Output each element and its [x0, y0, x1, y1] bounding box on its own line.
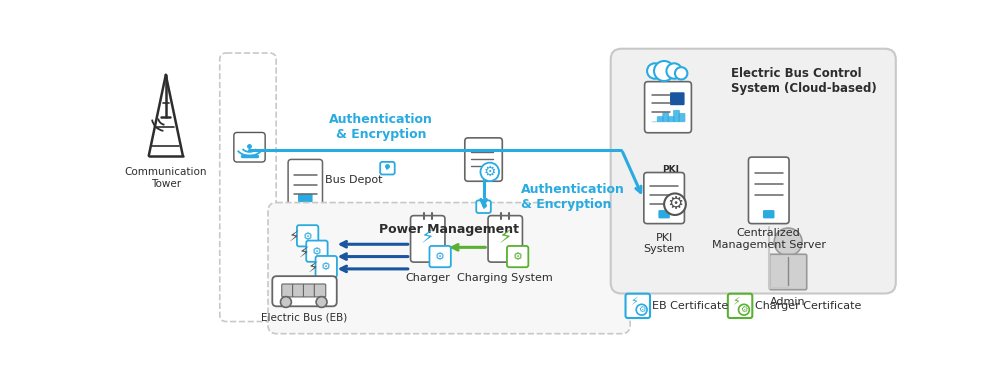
Circle shape [666, 63, 681, 79]
Circle shape [480, 163, 498, 181]
Text: Centralized
Management Server: Centralized Management Server [711, 228, 824, 250]
Text: Authentication
& Encryption: Authentication & Encryption [329, 113, 432, 141]
FancyBboxPatch shape [475, 200, 490, 213]
Text: ⚡: ⚡ [298, 244, 309, 260]
Circle shape [280, 297, 291, 307]
FancyBboxPatch shape [234, 133, 265, 162]
Text: Power Management: Power Management [378, 223, 519, 236]
Text: PKI
System: PKI System [643, 233, 684, 254]
FancyBboxPatch shape [272, 276, 336, 306]
FancyBboxPatch shape [762, 210, 773, 218]
Circle shape [773, 228, 801, 256]
FancyBboxPatch shape [292, 284, 304, 297]
FancyBboxPatch shape [667, 116, 674, 122]
FancyBboxPatch shape [306, 241, 327, 262]
Circle shape [653, 61, 674, 81]
Text: Authentication
& Encryption: Authentication & Encryption [521, 183, 624, 211]
Text: Charging System: Charging System [457, 273, 553, 283]
Circle shape [646, 63, 662, 79]
Circle shape [316, 297, 327, 307]
Text: Communication
Tower: Communication Tower [124, 167, 207, 189]
Text: ⚙: ⚙ [302, 231, 312, 242]
Text: ⚡: ⚡ [497, 229, 512, 248]
FancyBboxPatch shape [658, 210, 669, 218]
FancyBboxPatch shape [429, 246, 450, 267]
Text: ⚡: ⚡ [289, 229, 300, 244]
Text: ⚙: ⚙ [513, 252, 523, 261]
Circle shape [674, 67, 687, 79]
Text: ⚙: ⚙ [321, 262, 331, 272]
Text: ⚡: ⚡ [731, 297, 739, 307]
Circle shape [663, 193, 685, 215]
Text: ⚡: ⚡ [307, 260, 318, 275]
Text: PKI: PKI [662, 165, 679, 174]
FancyBboxPatch shape [507, 246, 528, 267]
Text: Charger: Charger [405, 273, 449, 283]
FancyBboxPatch shape [610, 49, 895, 293]
FancyBboxPatch shape [314, 284, 325, 297]
Text: ⚙: ⚙ [434, 252, 444, 261]
FancyBboxPatch shape [464, 138, 502, 181]
Text: Bus Depot: Bus Depot [325, 174, 382, 185]
Text: Admin: Admin [769, 298, 805, 307]
FancyBboxPatch shape [643, 173, 684, 223]
FancyBboxPatch shape [678, 113, 685, 122]
Text: Electric Bus Control
System (Cloud-based): Electric Bus Control System (Cloud-based… [731, 67, 877, 95]
Text: ⚙: ⚙ [666, 195, 682, 213]
FancyBboxPatch shape [297, 225, 318, 246]
FancyBboxPatch shape [268, 203, 630, 334]
Text: Charger Certificate: Charger Certificate [754, 301, 861, 311]
FancyBboxPatch shape [315, 256, 337, 277]
Text: ⚙: ⚙ [637, 305, 645, 314]
Text: ⚙: ⚙ [312, 247, 322, 257]
Text: ⚙: ⚙ [483, 165, 495, 179]
FancyBboxPatch shape [282, 284, 293, 297]
FancyBboxPatch shape [410, 215, 444, 262]
Text: ⚡: ⚡ [420, 229, 434, 248]
FancyBboxPatch shape [669, 92, 684, 105]
FancyBboxPatch shape [380, 162, 394, 174]
FancyBboxPatch shape [644, 82, 691, 133]
Text: Electric Bus (EB): Electric Bus (EB) [261, 313, 347, 323]
Text: EB Certificate: EB Certificate [652, 301, 728, 311]
Circle shape [636, 304, 646, 315]
FancyBboxPatch shape [651, 121, 658, 123]
FancyBboxPatch shape [747, 157, 788, 223]
FancyBboxPatch shape [625, 294, 649, 318]
FancyBboxPatch shape [727, 294, 751, 318]
FancyBboxPatch shape [672, 110, 679, 122]
FancyBboxPatch shape [662, 112, 668, 122]
Text: ⚙: ⚙ [739, 305, 747, 314]
FancyBboxPatch shape [288, 160, 322, 206]
Text: ⚡: ⚡ [630, 297, 637, 307]
FancyBboxPatch shape [656, 116, 663, 122]
FancyBboxPatch shape [303, 284, 315, 297]
FancyBboxPatch shape [487, 215, 522, 262]
FancyBboxPatch shape [298, 194, 312, 202]
Circle shape [738, 304, 748, 315]
FancyBboxPatch shape [768, 254, 806, 290]
